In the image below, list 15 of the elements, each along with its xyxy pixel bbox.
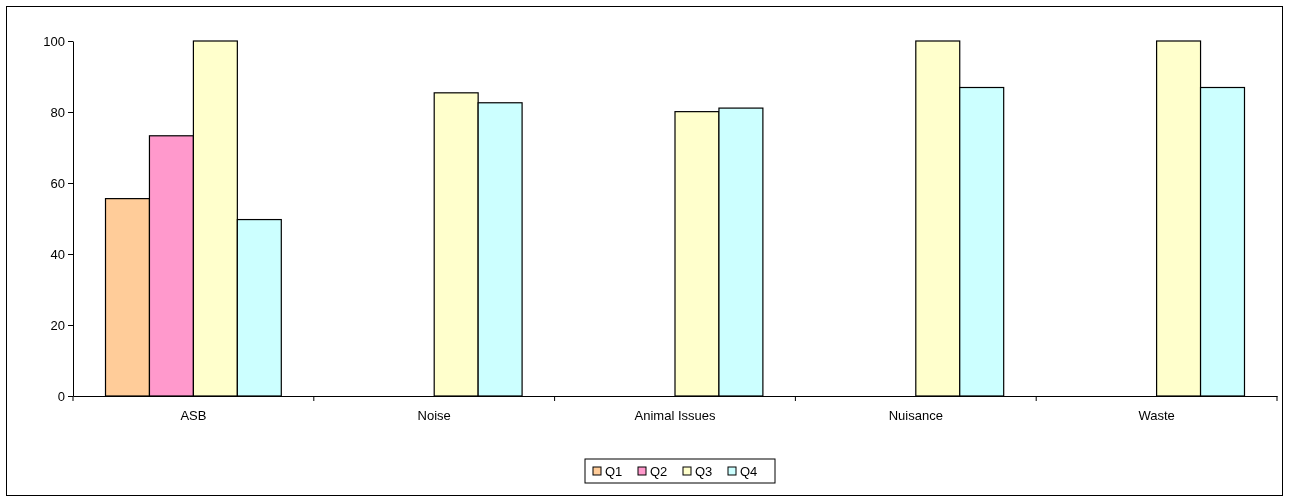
legend-label: Q4 [740,464,758,479]
x-tick-label: Nuisance [888,407,943,423]
x-tick-label: Noise [417,407,451,423]
legend-label: Q1 [605,464,623,479]
x-tick-label: Animal Issues [634,407,716,423]
y-tick-label: 80 [50,104,65,120]
legend-label: Q2 [650,464,668,479]
y-tick-label: 0 [57,388,65,404]
y-tick-label: 100 [43,33,65,49]
y-tick-label: 40 [50,246,65,262]
x-tick-label: Waste [1138,407,1175,423]
y-tick-label: 60 [50,175,65,191]
x-tick-label: ASB [180,407,207,423]
y-tick-label: 20 [50,317,65,333]
legend-label: Q3 [695,464,713,479]
